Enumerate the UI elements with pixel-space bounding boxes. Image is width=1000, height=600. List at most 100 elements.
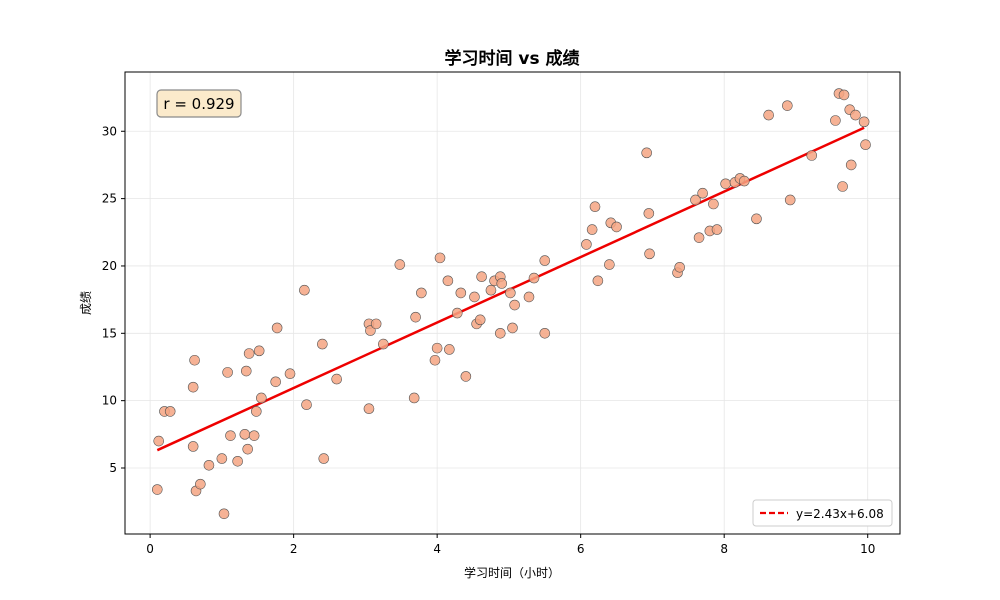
- legend: y=2.43x+6.08: [752, 499, 893, 527]
- scatter-point: [240, 365, 252, 377]
- scatter-point: [218, 508, 230, 520]
- legend-box: [752, 499, 893, 527]
- scatter-point: [242, 443, 254, 455]
- scatter-point: [455, 287, 467, 299]
- scatter-points: [151, 88, 871, 520]
- scatter-point: [239, 429, 251, 440]
- scatter-point: [243, 348, 255, 359]
- scatter-point: [806, 150, 818, 161]
- scatter-point: [643, 208, 655, 219]
- scatter-point: [523, 291, 535, 303]
- y-axis-ticks: 5 10 15 20 25 30: [102, 124, 125, 475]
- scatter-point: [442, 275, 454, 287]
- legend-entry: y=2.43x+6.08: [796, 507, 884, 521]
- scatter-point: [858, 116, 870, 128]
- scatter-point: [495, 328, 506, 339]
- scatter-point: [850, 109, 861, 121]
- scatter-point: [189, 354, 200, 366]
- x-axis-ticks: 0 2 4 6 8 10: [146, 534, 875, 556]
- x-tick-label: 8: [720, 542, 728, 556]
- y-tick-label: 15: [102, 326, 117, 340]
- scatter-point: [845, 159, 857, 171]
- scatter-point: [539, 328, 551, 339]
- scatter-point: [784, 194, 796, 206]
- scatter-point: [253, 345, 265, 357]
- scatter-point: [216, 453, 228, 464]
- scatter-point: [318, 453, 330, 464]
- scatter-point: [738, 175, 750, 187]
- x-tick-label: 4: [433, 542, 441, 556]
- y-tick-label: 10: [102, 394, 117, 408]
- scatter-point: [222, 367, 233, 378]
- scatter-point: [708, 198, 719, 210]
- y-tick-label: 5: [109, 461, 117, 475]
- scatter-point: [644, 248, 655, 260]
- scatter-point: [581, 239, 592, 250]
- scatter-point: [370, 318, 382, 330]
- scatter-point: [763, 109, 774, 121]
- scatter-point: [187, 381, 199, 393]
- y-axis-label: 成绩: [79, 291, 93, 315]
- scatter-point: [782, 100, 793, 111]
- scatter-point: [474, 314, 486, 326]
- scatter-point: [539, 255, 551, 266]
- scatter-point: [317, 338, 328, 350]
- scatter-point: [451, 307, 463, 319]
- scatter-point: [251, 406, 262, 417]
- scatter-point: [592, 275, 604, 287]
- y-tick-label: 20: [102, 259, 117, 273]
- scatter-point: [589, 201, 601, 212]
- scatter-point: [838, 89, 850, 101]
- x-tick-label: 2: [290, 542, 298, 556]
- scatter-point: [830, 115, 841, 126]
- scatter-point: [187, 441, 199, 452]
- scatter-point: [363, 403, 375, 415]
- scatter-point: [476, 271, 487, 283]
- scatter-point: [697, 187, 708, 199]
- scatter-point: [164, 406, 176, 417]
- scatter-point: [429, 354, 441, 366]
- scatter-point: [284, 368, 296, 380]
- scatter-point: [153, 435, 165, 447]
- plot-frame: [124, 71, 901, 535]
- scatter-point: [460, 371, 472, 382]
- scatter-point: [507, 322, 518, 334]
- scatter-point: [711, 224, 723, 235]
- scatter-point: [693, 232, 705, 243]
- scatter-point: [394, 259, 406, 270]
- chart-title: 学习时间 vs 成绩: [444, 48, 579, 69]
- scatter-point: [837, 181, 848, 192]
- x-tick-label: 10: [860, 542, 875, 556]
- scatter-point: [690, 194, 701, 206]
- scatter-point: [751, 213, 762, 225]
- scatter-point: [248, 430, 260, 441]
- scatter-point: [203, 460, 215, 471]
- scatter-point: [611, 221, 622, 233]
- scatter-point: [431, 342, 443, 354]
- scatter-point: [720, 178, 731, 190]
- scatter-point: [195, 478, 206, 490]
- x-axis-label: 学习时间（小时）: [464, 565, 560, 580]
- scatter-point: [674, 262, 685, 273]
- scatter-point: [528, 272, 540, 284]
- scatter-point: [331, 373, 342, 385]
- scatter-point: [271, 322, 283, 334]
- scatter-point: [299, 284, 310, 296]
- scatter-point: [301, 399, 312, 410]
- scatter-point: [469, 291, 480, 303]
- scatter-point: [232, 455, 243, 467]
- annotation-box: [156, 89, 242, 118]
- x-tick-label: 6: [577, 542, 585, 556]
- x-tick-label: 0: [146, 542, 154, 556]
- scatter-point: [408, 392, 420, 404]
- scatter-point: [270, 376, 281, 388]
- scatter-point: [378, 338, 389, 350]
- scatter-point: [509, 299, 520, 311]
- scatter-point: [505, 287, 516, 299]
- scatter-point: [604, 259, 615, 270]
- y-tick-label: 25: [102, 192, 117, 206]
- scatter-point: [485, 284, 497, 296]
- scatter-point: [444, 344, 455, 355]
- annotation-text: r = 0.929: [163, 95, 234, 113]
